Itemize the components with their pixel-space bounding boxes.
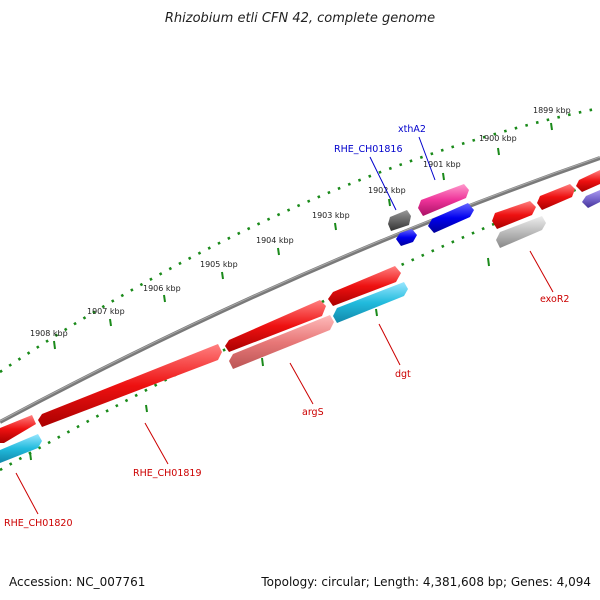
- ruler-tick-label: 1906 kbp: [143, 284, 181, 293]
- gene-feature[interactable]: [537, 184, 575, 210]
- gene-feature[interactable]: [225, 300, 326, 352]
- gene-feature[interactable]: [333, 282, 408, 323]
- label-leaders: [15, 136, 554, 515]
- ruler-tick-label: 1901 kbp: [423, 160, 461, 169]
- gene-label-argS[interactable]: argS: [302, 407, 324, 418]
- ruler-tick-label: 1899 kbp: [533, 106, 571, 115]
- ruler-major-tick: [221, 271, 224, 280]
- leader-line: [15, 472, 39, 515]
- gene-feature[interactable]: [229, 315, 334, 369]
- ruler-major-tick: [388, 198, 391, 207]
- ruler-major-tick: [261, 357, 264, 367]
- gene-label-exoR2[interactable]: exoR2: [540, 294, 569, 305]
- ruler: 1899 kbp 1900 kbp 1901 kbp 1902 kbp 1903…: [0, 106, 600, 472]
- leader-line: [378, 323, 401, 366]
- ruler-tick-label: 1908 kbp: [30, 329, 68, 338]
- ruler-arc-outer: [0, 106, 600, 374]
- leader-line: [529, 250, 554, 293]
- leader-line: [369, 156, 397, 211]
- ruler-tick-label: 1905 kbp: [200, 260, 238, 269]
- ruler-major-tick: [109, 318, 112, 327]
- ruler-major-tick: [145, 404, 148, 413]
- gene-feature[interactable]: [492, 201, 536, 229]
- gene-label-xthA2[interactable]: xthA2: [398, 124, 426, 135]
- topology-text: Topology: circular; Length: 4,381,608 bp…: [260, 575, 591, 589]
- accession-text: Accession: NC_007761: [9, 575, 145, 589]
- ruler-tick-label: 1900 kbp: [479, 134, 517, 143]
- ruler-tick-label: 1904 kbp: [256, 236, 294, 245]
- genome-backbone: [0, 156, 600, 424]
- ruler-major-tick: [334, 222, 337, 231]
- reverse-features: [0, 190, 600, 463]
- gene-feature[interactable]: [0, 415, 36, 443]
- gene-feature[interactable]: [418, 184, 469, 216]
- gene-label-RHE_CH01819[interactable]: RHE_CH01819: [133, 468, 202, 479]
- gene-feature[interactable]: [38, 344, 222, 427]
- ruler-major-tick: [163, 294, 166, 303]
- gene-label-dgt[interactable]: dgt: [395, 369, 411, 380]
- gene-feature[interactable]: [582, 190, 600, 208]
- gene-feature[interactable]: [428, 203, 474, 233]
- gene-feature[interactable]: [496, 216, 546, 248]
- leader-line: [418, 136, 436, 181]
- gene-label-RHE_CH01816[interactable]: RHE_CH01816: [334, 144, 403, 155]
- ruler-tick-label: 1907 kbp: [87, 307, 125, 316]
- ruler-major-tick: [29, 451, 32, 461]
- leader-line: [289, 362, 314, 405]
- ruler-major-tick: [550, 122, 553, 131]
- gene-feature[interactable]: [396, 229, 417, 246]
- ruler-major-tick: [442, 172, 445, 181]
- gene-feature[interactable]: [0, 434, 42, 463]
- gene-labels: xthA2 RHE_CH01816 exoR2 dgt argS RHE_CH0…: [4, 124, 569, 529]
- ruler-major-tick: [487, 257, 490, 267]
- gene-label-RHE_CH01820[interactable]: RHE_CH01820: [4, 518, 73, 529]
- forward-features: [0, 170, 600, 443]
- map-title: Rhizobium etli CFN 42, complete genome: [165, 11, 435, 26]
- gene-feature[interactable]: [328, 266, 401, 306]
- gene-feature[interactable]: [388, 210, 411, 231]
- leader-line: [144, 422, 169, 465]
- genome-backbone-highlight: [0, 156, 600, 422]
- gene-feature[interactable]: [576, 170, 600, 192]
- ruler-major-tick: [375, 308, 378, 317]
- ruler-major-tick: [277, 247, 280, 256]
- ruler-major-tick: [53, 340, 56, 350]
- ruler-major-tick: [497, 147, 500, 156]
- ruler-tick-label: 1903 kbp: [312, 211, 350, 220]
